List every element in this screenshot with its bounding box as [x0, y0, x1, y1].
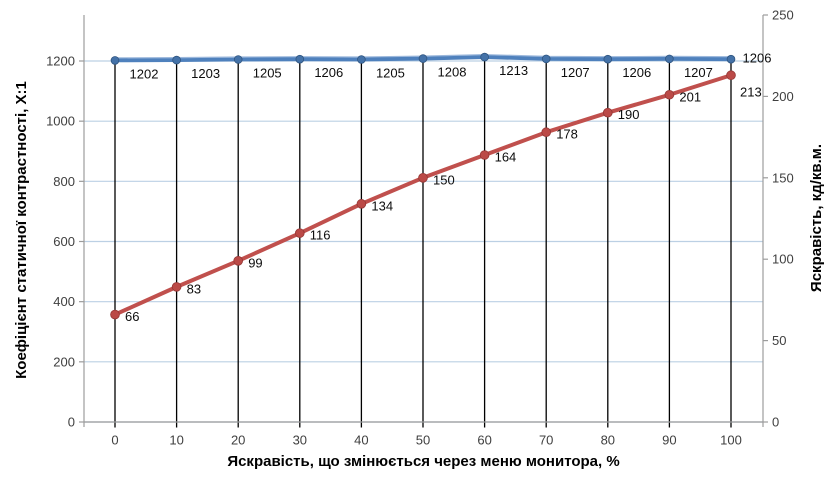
left-axis-tick-label: 1000 [46, 114, 75, 129]
contrast-data-label: 1207 [561, 65, 590, 80]
x-axis-tick-label: 0 [111, 433, 118, 448]
contrast-marker [233, 55, 243, 64]
brightness-marker [294, 228, 305, 238]
brightness-data-label: 213 [740, 85, 762, 100]
brightness-marker [479, 150, 490, 160]
x-axis-tick-label: 20 [231, 433, 245, 448]
brightness-marker [171, 282, 182, 292]
x-axis-tick-label: 30 [293, 433, 307, 448]
right-axis-tick-label: 200 [772, 89, 794, 104]
brightness-data-label: 66 [125, 309, 139, 324]
contrast-data-label: 1202 [130, 66, 159, 81]
left-axis-tick-label: 200 [53, 354, 75, 369]
contrast-data-label: 1205 [376, 65, 405, 80]
brightness-data-label: 83 [187, 281, 201, 296]
x-axis-tick-label: 40 [354, 433, 368, 448]
brightness-data-label: 134 [371, 198, 393, 213]
right-axis-tick-label: 250 [772, 8, 794, 23]
brightness-data-label: 164 [495, 150, 517, 165]
contrast-marker [418, 54, 428, 63]
brightness-marker [726, 70, 736, 81]
brightness-marker [602, 107, 613, 118]
left-axis-tick-label: 400 [53, 294, 75, 309]
brightness-marker [418, 173, 428, 183]
brightness-data-label: 150 [433, 172, 455, 187]
contrast-marker [357, 55, 366, 64]
brightness-marker [356, 199, 367, 209]
right-axis-tick-label: 150 [772, 170, 794, 185]
left-axis-tick-label: 1200 [46, 54, 75, 69]
x-axis-tick-label: 60 [477, 433, 491, 448]
right-axis-tick-label: 100 [772, 252, 794, 267]
x-axis-tick-label: 70 [539, 433, 553, 448]
x-axis-title: Яскравість, що змінюється через меню мон… [227, 453, 620, 470]
right-axis-title: Яскравість, кд/кв.м. [808, 143, 825, 293]
right-axis-tick-label: 0 [772, 415, 779, 430]
brightness-data-label: 190 [618, 107, 640, 122]
contrast-data-label: 1206 [314, 65, 343, 80]
x-axis-tick-label: 80 [601, 433, 615, 448]
contrast-data-label: 1208 [438, 65, 467, 80]
contrast-marker [172, 55, 181, 65]
brightness-data-label: 178 [556, 127, 578, 142]
brightness-marker [541, 127, 551, 138]
right-axis-tick-label: 50 [772, 333, 786, 348]
contrast-marker [295, 54, 305, 64]
contrast-marker [726, 54, 736, 64]
brightness-data-label: 116 [310, 228, 331, 243]
contrast-data-label: 1205 [253, 65, 282, 80]
x-axis-tick-label: 100 [720, 433, 742, 448]
contrast-marker [110, 56, 120, 65]
left-axis-tick-label: 600 [53, 234, 75, 249]
contrast-data-label: 1206 [743, 51, 772, 66]
contrast-marker [665, 54, 674, 64]
contrast-marker [603, 54, 613, 64]
x-axis-tick-label: 90 [662, 433, 676, 448]
brightness-marker [664, 89, 675, 100]
contrast-marker [480, 52, 489, 62]
brightness-data-label: 99 [248, 255, 262, 270]
brightness-marker [110, 309, 120, 320]
left-axis-title: Коефіцієнт статичної контрастності, Х:1 [13, 81, 30, 379]
x-axis-tick-label: 50 [416, 433, 430, 448]
contrast-data-label: 1206 [622, 65, 651, 80]
left-axis-tick-label: 0 [68, 415, 75, 430]
contrast-marker [541, 54, 551, 64]
left-axis-tick-label: 800 [53, 174, 75, 189]
contrast-data-label: 1207 [684, 65, 713, 80]
x-axis-tick-label: 10 [169, 433, 183, 448]
brightness-marker [233, 256, 244, 266]
contrast-data-label: 1203 [191, 66, 220, 81]
contrast-data-label: 1213 [499, 63, 528, 78]
brightness-data-label: 201 [679, 89, 701, 104]
